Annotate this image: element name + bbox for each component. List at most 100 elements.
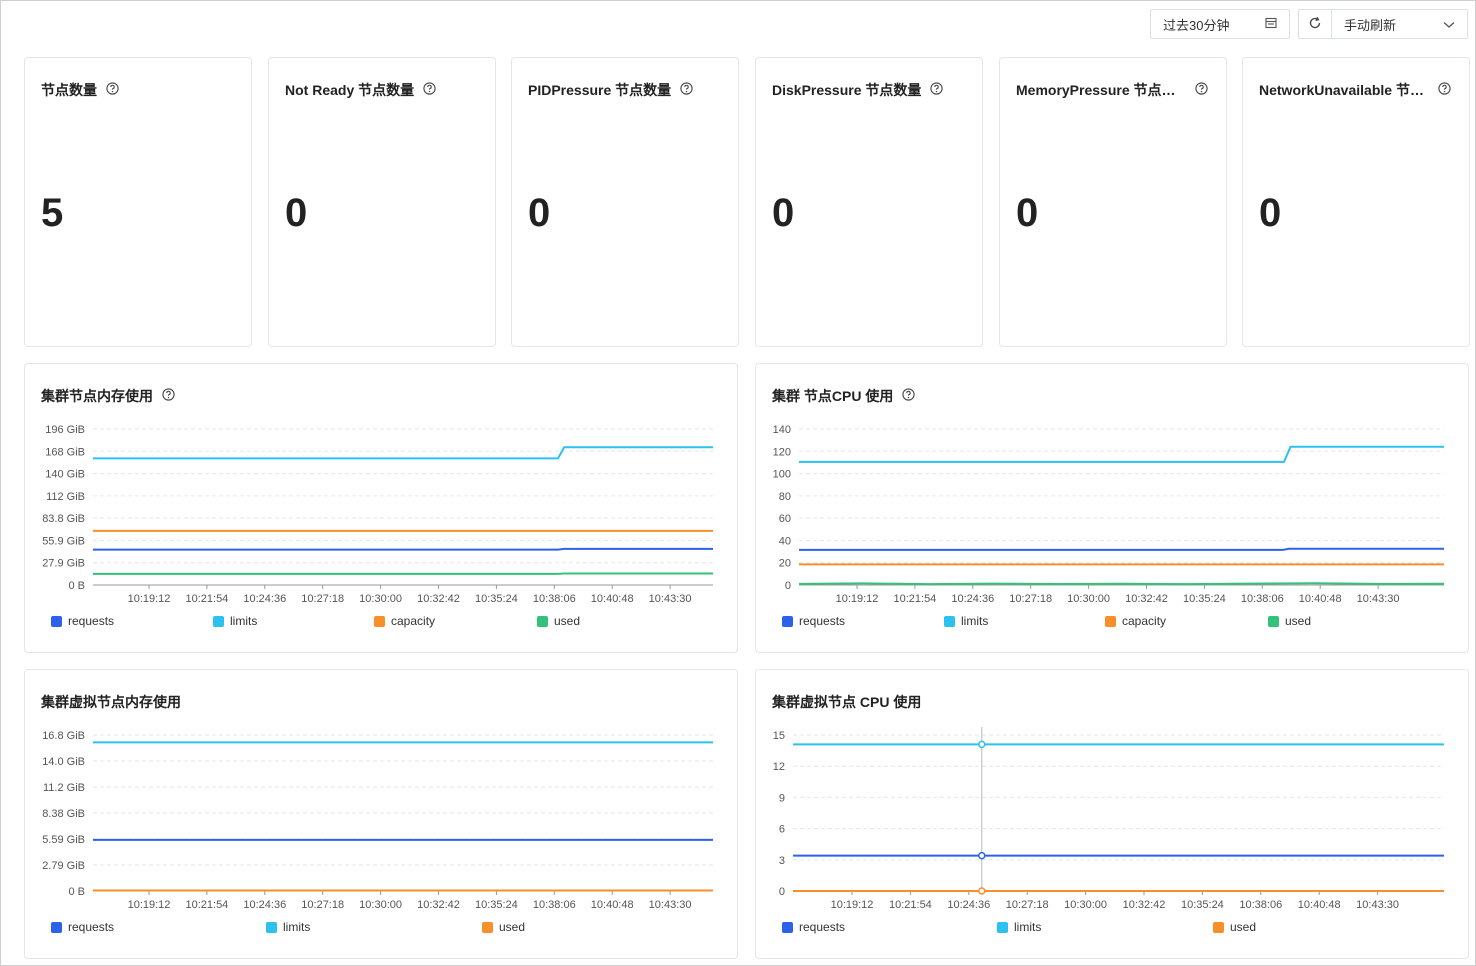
hover-point-requests (978, 851, 986, 860)
help-icon[interactable] (1438, 82, 1451, 98)
stat-title-text: 节点数量 (41, 82, 97, 98)
x-tick-label: 10:43:30 (1357, 593, 1400, 605)
stat-title: 节点数量 (41, 80, 119, 100)
refresh-mode-select[interactable]: 手动刷新 (1332, 15, 1467, 34)
x-tick-label: 10:24:36 (947, 899, 990, 911)
y-tick-label: 2.79 GiB (42, 860, 85, 872)
y-tick-label: 16.8 GiB (42, 730, 85, 742)
legend-label: capacity (1122, 614, 1167, 628)
legend-swatch (51, 615, 62, 627)
legend-item-requests[interactable]: requests (782, 614, 845, 628)
y-tick-label: 27.9 GiB (42, 558, 85, 570)
x-tick-label: 10:30:00 (1067, 593, 1110, 605)
chart-title-text: 集群虚拟节点 CPU 使用 (772, 694, 922, 710)
legend-item-limits[interactable]: limits (944, 614, 988, 628)
legend-swatch (1213, 921, 1224, 933)
legend-item-requests[interactable]: requests (51, 920, 114, 934)
legend-item-limits[interactable]: limits (213, 614, 257, 628)
y-tick-label: 11.2 GiB (43, 782, 85, 794)
legend-label: used (1285, 614, 1312, 628)
help-icon[interactable] (1195, 82, 1208, 98)
help-icon[interactable] (902, 388, 915, 404)
x-tick-label: 10:24:36 (243, 899, 286, 911)
x-tick-label: 10:24:36 (951, 593, 994, 605)
x-tick-label: 10:27:18 (301, 593, 344, 605)
stat-title-text: NetworkUnavailable 节点... (1259, 82, 1429, 98)
stat-title-text: MemoryPressure 节点数量 (1016, 82, 1186, 98)
chart-plot: 15 12 9 6 3 0 10:19:12 10:21:54 10:24:36 10:27:18… (773, 727, 1444, 911)
legend-label: limits (1014, 920, 1042, 934)
x-tick-label: 10:43:30 (1356, 899, 1399, 911)
x-tick-label: 10:40:48 (1299, 593, 1342, 605)
x-tick-label: 10:43:30 (649, 899, 692, 911)
legend-item-used[interactable]: used (1213, 920, 1256, 934)
x-tick-label: 10:32:42 (417, 593, 460, 605)
stat-value: 0 (772, 191, 795, 235)
legend-swatch (374, 615, 385, 627)
help-icon[interactable] (680, 82, 693, 98)
x-tick-label: 10:35:24 (475, 899, 518, 911)
stat-value: 5 (41, 191, 64, 235)
stat-value: 0 (1016, 191, 1039, 235)
x-tick-label: 10:32:42 (1125, 593, 1168, 605)
legend-item-limits[interactable]: limits (997, 920, 1041, 934)
x-tick-label: 10:32:42 (417, 899, 460, 911)
help-icon[interactable] (162, 388, 175, 404)
series-line-used[interactable] (798, 582, 1445, 586)
time-range-label: 过去30分钟 (1163, 17, 1230, 33)
time-range-picker[interactable]: 过去30分钟 (1150, 9, 1290, 39)
chart-plot: 16.8 GiB 14.0 GiB 11.2 GiB 8.38 GiB 5.59 GiB… (42, 730, 713, 911)
series-line-limits[interactable] (93, 446, 713, 460)
chart-title: 集群虚拟节点内存使用 (41, 692, 181, 712)
legend-swatch (537, 615, 548, 627)
stat-card: PIDPressure 节点数量 0 (511, 57, 739, 347)
chart-title: 集群节点内存使用 (41, 386, 175, 406)
y-tick-label: 80 (779, 491, 791, 503)
x-tick-label: 10:32:42 (1123, 899, 1166, 911)
legend-label: used (1230, 920, 1257, 934)
legend-item-requests[interactable]: requests (51, 614, 114, 628)
stat-title: DiskPressure 节点数量 (772, 80, 944, 100)
stat-title-text: DiskPressure 节点数量 (772, 82, 922, 98)
chart-title-text: 集群节点内存使用 (41, 388, 153, 404)
legend-swatch (482, 921, 493, 933)
help-icon[interactable] (423, 82, 436, 98)
legend-swatch (1268, 615, 1279, 627)
legend-item-capacity[interactable]: capacity (374, 614, 435, 628)
y-tick-label: 140 GiB (45, 469, 85, 481)
chart-card: 集群虚拟节点 CPU 使用 15 12 9 6 3 0 10:19:12 10:21:54 10:… (755, 669, 1469, 959)
x-tick-label: 10:27:18 (301, 899, 344, 911)
series-line-requests[interactable] (799, 547, 1444, 551)
legend-swatch (213, 615, 224, 627)
y-tick-label: 100 (773, 469, 791, 481)
legend-swatch (944, 615, 955, 627)
legend-item-used[interactable]: used (1268, 614, 1311, 628)
legend-label: requests (68, 614, 115, 628)
x-tick-label: 10:21:54 (893, 593, 936, 605)
x-tick-label: 10:40:48 (1298, 899, 1341, 911)
legend-item-limits[interactable]: limits (266, 920, 310, 934)
y-tick-label: 9 (779, 792, 785, 804)
refresh-button[interactable] (1299, 10, 1332, 38)
legend-item-used[interactable]: used (482, 920, 525, 934)
x-tick-label: 10:21:54 (889, 899, 932, 911)
stat-card: MemoryPressure 节点数量 0 (999, 57, 1227, 347)
series-line-limits[interactable] (799, 445, 1444, 463)
y-tick-label: 0 B (68, 580, 85, 592)
y-tick-label: 15 (773, 730, 785, 742)
legend-swatch (1105, 615, 1116, 627)
x-tick-label: 10:35:24 (1181, 899, 1224, 911)
legend-label: capacity (391, 614, 436, 628)
stat-value: 0 (528, 191, 551, 235)
stat-card: DiskPressure 节点数量 0 (755, 57, 983, 347)
legend-label: limits (961, 614, 989, 628)
series-line-requests[interactable] (93, 547, 713, 551)
legend-item-capacity[interactable]: capacity (1105, 614, 1166, 628)
legend-item-requests[interactable]: requests (782, 920, 845, 934)
help-icon[interactable] (930, 82, 944, 98)
x-tick-label: 10:30:00 (359, 899, 402, 911)
legend-item-used[interactable]: used (537, 614, 580, 628)
y-tick-label: 168 GiB (45, 446, 85, 458)
y-tick-label: 20 (779, 558, 791, 570)
help-icon[interactable] (106, 82, 119, 98)
